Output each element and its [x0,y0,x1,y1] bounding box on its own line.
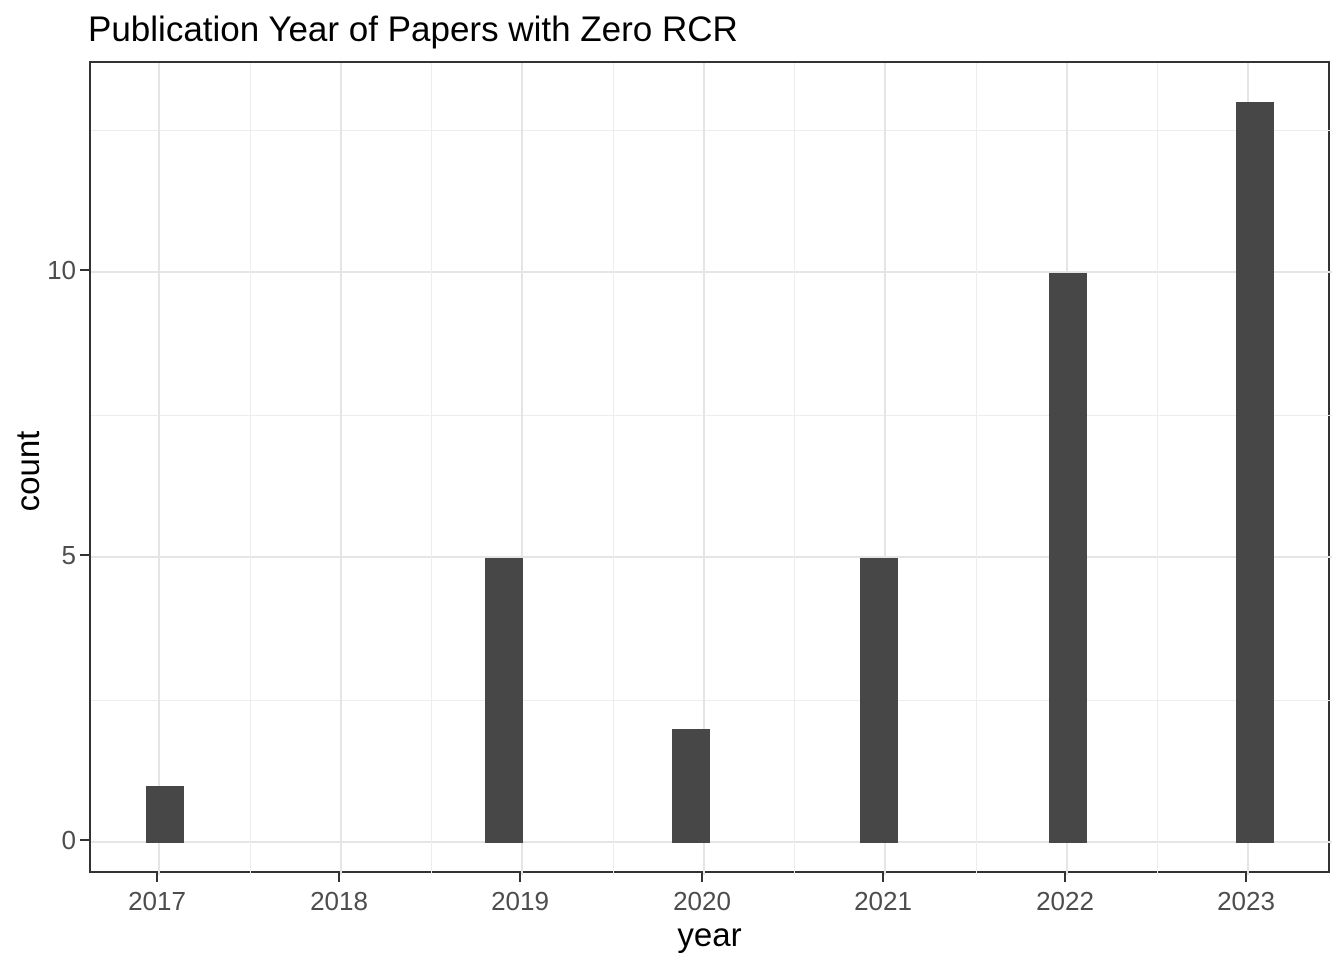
x-tick-label: 2022 [1036,886,1094,916]
x-tick-label: 2023 [1217,886,1275,916]
x-tick-label: 2021 [854,886,912,916]
x-tick [338,873,340,882]
bar-2023 [1236,102,1274,843]
y-gridline-minor [91,700,1332,701]
y-tick [80,839,89,841]
x-tick-label: 2017 [128,886,186,916]
x-gridline-major [884,63,886,875]
x-tick-label: 2019 [491,886,549,916]
y-tick-label: 10 [47,255,76,285]
bar-2021 [860,558,898,843]
y-gridline-major [91,271,1332,273]
y-gridline-minor [91,415,1332,416]
plot-panel [89,61,1332,875]
x-tick [882,873,884,882]
x-tick-label: 2020 [673,886,731,916]
x-tick [1064,873,1066,882]
y-tick-label: 0 [61,825,76,855]
y-gridline-minor [91,130,1332,131]
bar-2022 [1049,273,1087,843]
x-gridline-minor [976,63,977,875]
y-tick [80,554,89,556]
x-axis-title: year [677,916,742,953]
x-tick [519,873,521,882]
bar-2017 [146,786,184,843]
x-gridline-major [158,63,160,875]
bar-2019 [485,558,523,843]
chart-title: Publication Year of Papers with Zero RCR [88,10,738,49]
x-tick [156,873,158,882]
y-gridline-major [91,841,1332,843]
x-gridline-minor [613,63,614,875]
x-gridline-major [340,63,342,875]
x-gridline-minor [794,63,795,875]
x-tick-label: 2018 [310,886,368,916]
bar-2020 [672,729,710,843]
x-gridline-minor [1157,63,1158,875]
x-gridline-minor [431,63,432,875]
y-gridline-major [91,556,1332,558]
y-tick [80,269,89,271]
x-gridline-major [703,63,705,875]
x-tick [1245,873,1247,882]
x-tick [701,873,703,882]
x-gridline-major [521,63,523,875]
y-axis-title: count [9,430,46,512]
x-gridline-minor [250,63,251,875]
y-tick-label: 5 [61,540,76,570]
